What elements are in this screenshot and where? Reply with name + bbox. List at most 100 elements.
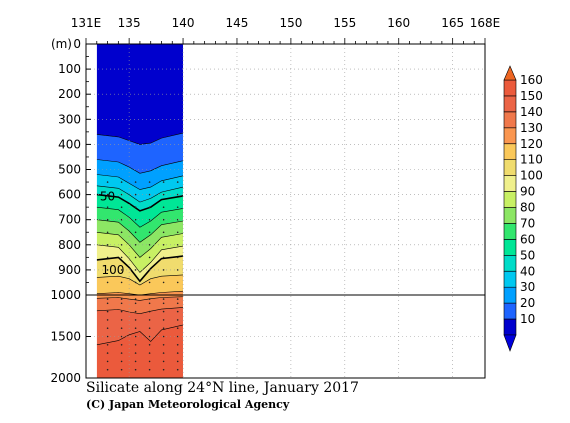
- sample-point: [120, 302, 123, 305]
- colorbar-segment-4: [503, 270, 517, 288]
- contour-band-7: [96, 207, 184, 243]
- sample-point: [162, 193, 165, 196]
- sample-point: [176, 327, 179, 330]
- sample-point: [176, 181, 179, 183]
- contour-band-9: [96, 232, 184, 273]
- y-tick-label-700: 700: [58, 213, 81, 227]
- sample-point: [134, 206, 137, 208]
- sample-point: [176, 193, 179, 196]
- sample-point: [134, 310, 137, 313]
- sample-point: [106, 206, 109, 208]
- y-tick-label-600: 600: [58, 188, 81, 202]
- sample-point: [148, 269, 151, 271]
- sample-point: [148, 352, 151, 354]
- colorbar-segment-7: [503, 223, 517, 240]
- colorbar-min-arrow: [503, 334, 517, 352]
- contour-band-4: [96, 174, 184, 203]
- contour-band-13: [96, 291, 184, 301]
- contour-line-10: [96, 255, 184, 283]
- x-tick-label-168: 168E: [470, 16, 501, 30]
- sample-point: [120, 218, 123, 221]
- sample-point: [176, 206, 179, 208]
- sample-point: [162, 218, 165, 221]
- sample-point: [162, 360, 165, 363]
- sample-point: [148, 298, 151, 300]
- sample-point: [148, 335, 151, 338]
- contour-band-8: [96, 219, 184, 258]
- sample-point: [120, 344, 123, 346]
- sample-point: [120, 310, 123, 313]
- grid-layer: [86, 44, 485, 378]
- sample-point: [176, 218, 179, 221]
- contour-labels-layer: 50 100: [100, 189, 124, 277]
- sample-point: [106, 256, 109, 259]
- sample-point: [120, 360, 123, 363]
- sample-point: [134, 269, 137, 271]
- sample-point: [106, 310, 109, 313]
- colorbar-label-120: 120: [520, 137, 543, 151]
- sample-point: [148, 302, 151, 305]
- y-unit-label: (m): [51, 37, 72, 51]
- sample-point: [148, 310, 151, 313]
- sample-point: [176, 352, 179, 354]
- plot-frame: [85, 43, 486, 379]
- sample-point: [162, 206, 165, 208]
- sample-point: [120, 244, 123, 246]
- colorbar-label-40: 40: [520, 264, 535, 278]
- y-tick-label-200: 200: [58, 87, 81, 101]
- colorbar-segment-8: [503, 207, 517, 224]
- sample-point: [162, 327, 165, 330]
- colorbar-segment-14: [503, 111, 517, 129]
- sample-point: [120, 327, 123, 330]
- y-tick-label-1000: 1000: [50, 288, 81, 302]
- sample-point: [120, 206, 123, 208]
- sample-point: [148, 193, 151, 196]
- sample-point: [148, 244, 151, 246]
- sample-point: [134, 181, 137, 183]
- sample-point: [148, 319, 151, 321]
- sample-point: [148, 256, 151, 259]
- contour-line-1: [96, 132, 184, 145]
- sample-point: [162, 310, 165, 313]
- contour-line-4: [96, 185, 184, 203]
- chart-credit: (C) Japan Meteorological Agency: [86, 398, 290, 411]
- colorbar-label-50: 50: [520, 248, 535, 262]
- sample-point: [148, 360, 151, 363]
- colorbar-label-30: 30: [520, 280, 535, 294]
- sample-point: [120, 193, 123, 196]
- colorbar-label-100: 100: [520, 169, 543, 183]
- contour-line-8: [96, 232, 184, 258]
- sample-point: [134, 368, 137, 371]
- contour-band-10: [96, 244, 184, 282]
- sample-point: [162, 244, 165, 246]
- sample-point: [134, 335, 137, 338]
- sample-point: [134, 256, 137, 259]
- x-tick-label-145: 145: [226, 16, 249, 30]
- colorbar-segment-11: [503, 159, 517, 176]
- sample-point: [120, 281, 123, 284]
- y-tick-label-400: 400: [58, 137, 81, 151]
- sample-point: [176, 368, 179, 371]
- sample-point: [162, 269, 165, 271]
- contour-line-13: [96, 296, 184, 301]
- colorbar-label-160: 160: [520, 73, 543, 87]
- sample-point: [148, 218, 151, 221]
- sample-point: [134, 360, 137, 363]
- contour-line-15: [96, 324, 184, 346]
- contour-line-14: [96, 307, 184, 315]
- sample-point: [162, 368, 165, 371]
- contour-line-7: [96, 219, 184, 243]
- contour-band-11: [96, 256, 184, 285]
- sample-point: [176, 319, 179, 321]
- sample-point: [134, 281, 137, 284]
- contour-line-9: [96, 244, 184, 273]
- sample-point: [176, 231, 179, 234]
- sample-point: [162, 231, 165, 234]
- y-tick-label-900: 900: [58, 263, 81, 277]
- y-tick-label-300: 300: [58, 112, 81, 126]
- x-tick-label-155: 155: [333, 16, 356, 30]
- contour-line-6: [96, 206, 184, 228]
- sample-point: [120, 352, 123, 354]
